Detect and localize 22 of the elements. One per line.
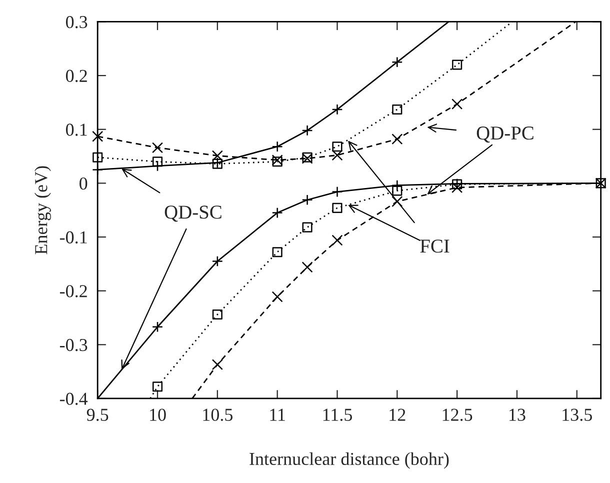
y-tick-label: -0.4	[60, 392, 88, 405]
y-tick-label: -0.3	[60, 338, 88, 352]
x-tick-label: 11.5	[323, 408, 352, 421]
annotation: QD-PC	[476, 126, 534, 143]
x-tick-label: 13.5	[562, 408, 592, 421]
y-tick-label: 0.2	[66, 70, 87, 82]
x-tick-label: 10.5	[203, 408, 233, 421]
y-tick-label: -0.1	[60, 231, 87, 244]
x-tick-label: 11	[270, 408, 285, 421]
x-tick-label: 9.5	[86, 408, 108, 421]
x-tick-label: 12	[390, 408, 406, 421]
annotation: FCI	[420, 240, 450, 253]
y-tick-label: 0.3	[66, 16, 88, 28]
x-tick-label: 12.5	[442, 408, 472, 421]
annotation: QD-SC	[164, 206, 222, 222]
x-tick-label: 13	[510, 408, 526, 421]
y-axis-title: Energy (eV)	[34, 166, 51, 254]
x-tick-label: 10	[150, 408, 166, 421]
y-tick-label: 0	[80, 177, 88, 190]
y-tick-label: -0.2	[60, 285, 87, 298]
x-axis-title: Internuclear distance (bohr)	[250, 452, 449, 469]
y-tick-label: 0.1	[66, 124, 87, 136]
